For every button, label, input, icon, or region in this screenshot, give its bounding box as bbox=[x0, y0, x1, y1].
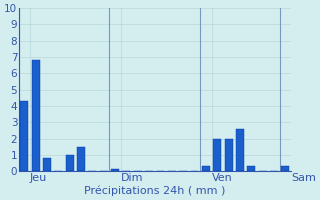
Bar bbox=[213, 139, 221, 171]
Bar bbox=[247, 166, 255, 171]
Bar bbox=[281, 166, 289, 171]
X-axis label: Précipitations 24h ( mm ): Précipitations 24h ( mm ) bbox=[84, 185, 226, 196]
Bar bbox=[225, 139, 233, 171]
Bar bbox=[32, 60, 40, 171]
Bar bbox=[236, 129, 244, 171]
Bar bbox=[66, 155, 74, 171]
Bar bbox=[202, 166, 210, 171]
Bar bbox=[111, 169, 119, 171]
Bar bbox=[77, 147, 85, 171]
Bar bbox=[43, 158, 51, 171]
Bar bbox=[20, 101, 28, 171]
